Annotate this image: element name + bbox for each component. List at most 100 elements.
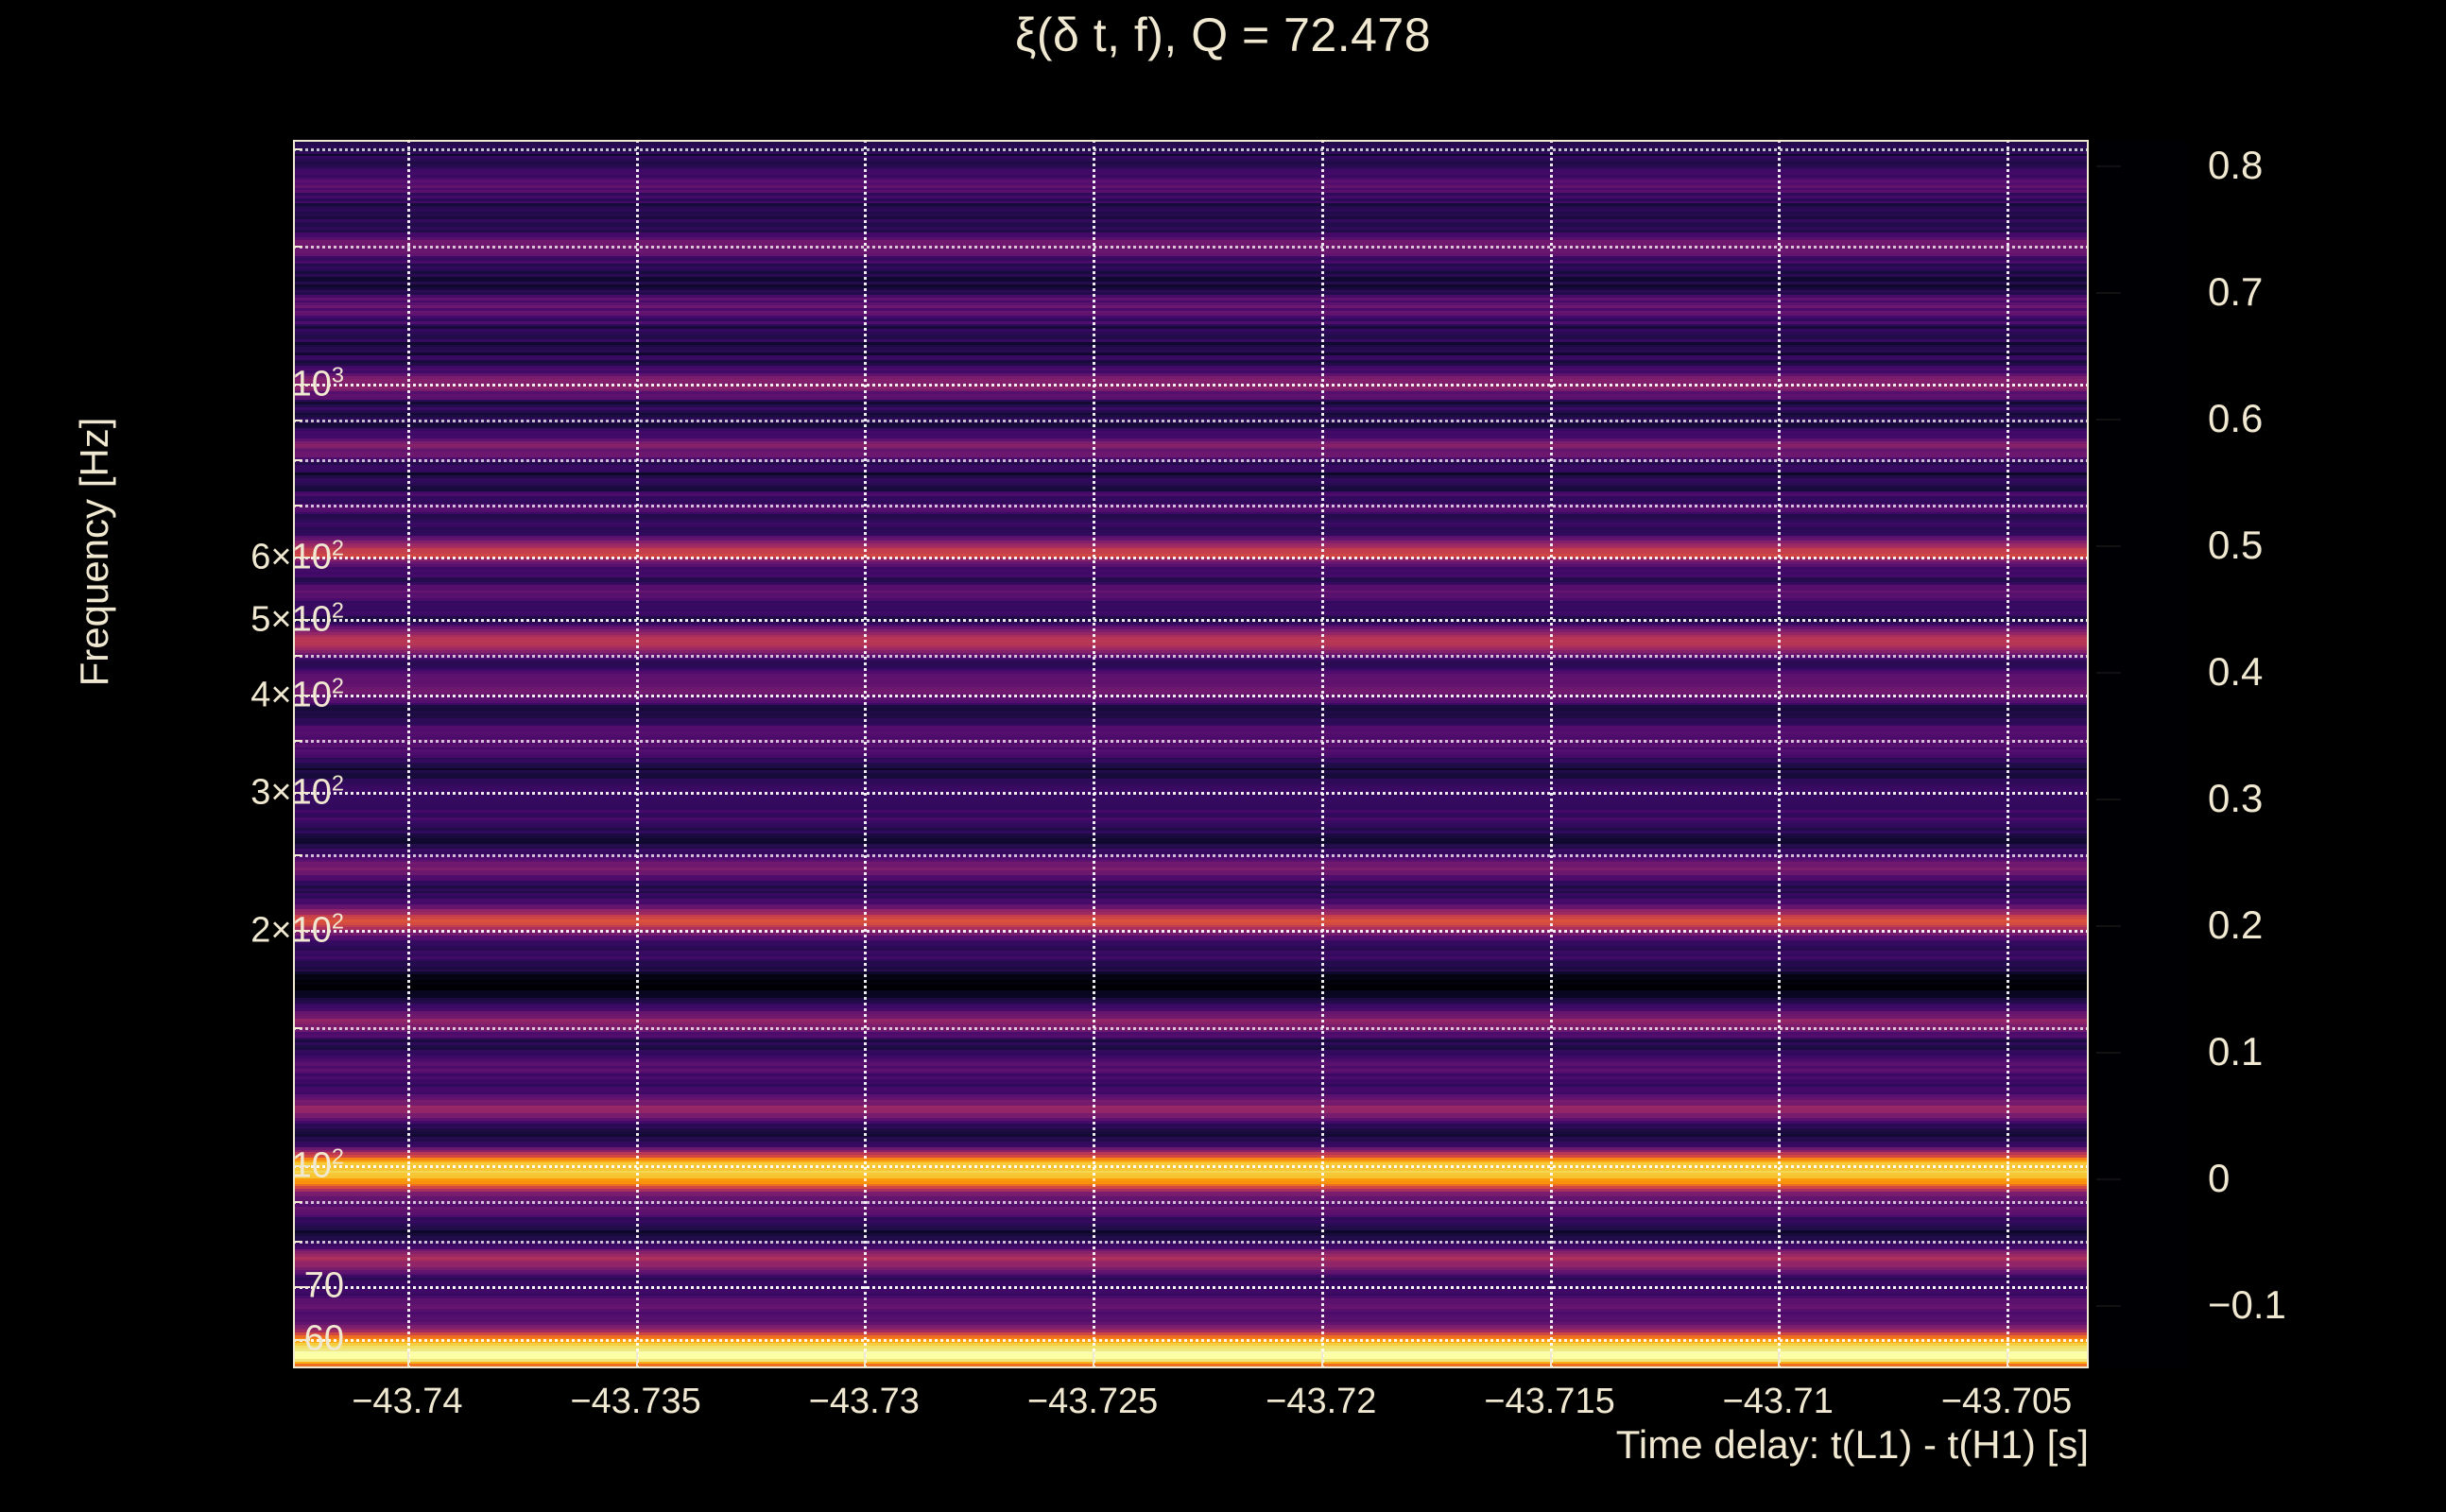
heatmap-band: [293, 346, 2089, 351]
heatmap-band: [293, 845, 2089, 850]
heatmap-band: [293, 463, 2089, 468]
heatmap-band: [293, 777, 2089, 782]
x-tick-mark: [1320, 1351, 1323, 1368]
heatmap-band: [293, 1049, 2089, 1054]
heatmap-band: [293, 233, 2089, 238]
heatmap-band: [293, 1274, 2089, 1279]
heatmap-band: [293, 599, 2089, 604]
y-tick-label: 6×102: [250, 535, 344, 577]
heatmap-band: [293, 864, 2089, 868]
heatmap-band: [293, 506, 2089, 509]
heatmap-band: [293, 586, 2089, 591]
heatmap-band: [293, 701, 2089, 706]
heatmap-band: [293, 811, 2089, 816]
heatmap-band: [293, 263, 2089, 266]
heatmap-band: [293, 1185, 2089, 1190]
heatmap-band: [293, 602, 2089, 607]
heatmap-band: [293, 1107, 2089, 1111]
heatmap-band: [293, 442, 2089, 447]
heatmap-band: [293, 1145, 2089, 1150]
heatmap-band: [293, 296, 2089, 301]
heatmap-band: [293, 626, 2089, 630]
heatmap-band: [293, 1062, 2089, 1067]
heatmap-band: [293, 1297, 2089, 1301]
heatmap-band: [293, 377, 2089, 382]
heatmap-band: [293, 649, 2089, 654]
heatmap-band: [293, 819, 2089, 823]
colorbar-tick-label: 0.1: [2208, 1028, 2264, 1074]
y-tick-mark: [293, 1338, 310, 1341]
heatmap-band: [293, 720, 2089, 724]
heatmap-band: [293, 717, 2089, 721]
heatmap-band: [293, 730, 2089, 734]
heatmap-band: [293, 1169, 2089, 1174]
heatmap-band: [293, 1130, 2089, 1134]
heatmap-band: [293, 963, 2089, 967]
heatmap-band: [293, 832, 2089, 836]
heatmap-band: [293, 1143, 2089, 1147]
heatmap-band: [293, 275, 2089, 280]
heatmap-band: [293, 495, 2089, 499]
heatmap-band: [293, 968, 2089, 972]
heatmap-band: [293, 487, 2089, 491]
heatmap-band: [293, 1091, 2089, 1095]
heatmap-band: [293, 168, 2089, 173]
y-tick-label: 60: [303, 1318, 344, 1359]
heatmap-band: [293, 1138, 2089, 1143]
heatmap-band: [293, 608, 2089, 611]
heatmap-band: [293, 799, 2089, 802]
heatmap-band: [293, 526, 2089, 531]
colorbar-tick-label: 0.5: [2208, 522, 2264, 567]
heatmap-band: [293, 145, 2089, 149]
heatmap-band: [293, 1093, 2089, 1098]
heatmap-band: [293, 936, 2089, 941]
heatmap-band: [293, 874, 2089, 878]
heatmap-band: [293, 910, 2089, 915]
heatmap-band: [293, 994, 2089, 999]
heatmap-band: [293, 1342, 2089, 1346]
y-tick-mark-minor: [293, 654, 302, 657]
heatmap-band: [293, 541, 2089, 546]
heatmap-band: [293, 516, 2089, 520]
x-tick-label: −43.74: [352, 1382, 463, 1421]
heatmap-band: [293, 284, 2089, 287]
x-tick-label: −43.705: [1940, 1382, 2073, 1421]
heatmap-band: [293, 944, 2089, 949]
heatmap-band: [293, 816, 2089, 821]
heatmap-band: [293, 821, 2089, 826]
heatmap-band: [293, 1046, 2089, 1051]
heatmap-band: [293, 163, 2089, 167]
x-tick-label: −43.72: [1266, 1382, 1377, 1421]
heatmap-band: [293, 597, 2089, 601]
heatmap-band: [293, 448, 2089, 453]
heatmap-band: [293, 241, 2089, 246]
heatmap-band: [293, 1075, 2089, 1079]
heatmap-band: [293, 432, 2089, 437]
heatmap-band: [293, 712, 2089, 716]
heatmap-band: [293, 714, 2089, 719]
heatmap-band: [293, 1057, 2089, 1061]
y-tick-mark-minor: [293, 147, 302, 150]
heatmap-band: [293, 380, 2089, 385]
y-tick-mark-minor: [293, 739, 302, 742]
heatmap-band: [293, 152, 2089, 157]
heatmap-band: [293, 553, 2089, 557]
heatmap-band: [293, 217, 2089, 222]
heatmap-band: [293, 1036, 2089, 1040]
heatmap-band: [293, 728, 2089, 731]
heatmap-band: [293, 352, 2089, 355]
heatmap-band: [293, 1227, 2089, 1231]
heatmap-band: [293, 1156, 2089, 1160]
heatmap-band: [293, 1151, 2089, 1156]
heatmap-band: [293, 482, 2089, 486]
heatmap-band: [293, 973, 2089, 977]
heatmap-band: [293, 834, 2089, 839]
heatmap-band: [293, 1096, 2089, 1100]
heatmap-band: [293, 176, 2089, 180]
heatmap-band: [293, 743, 2089, 747]
heatmap-band: [293, 438, 2089, 441]
heatmap-band: [293, 756, 2089, 761]
heatmap-band: [293, 560, 2089, 564]
heatmap-band: [293, 186, 2089, 191]
heatmap-band: [293, 785, 2089, 789]
